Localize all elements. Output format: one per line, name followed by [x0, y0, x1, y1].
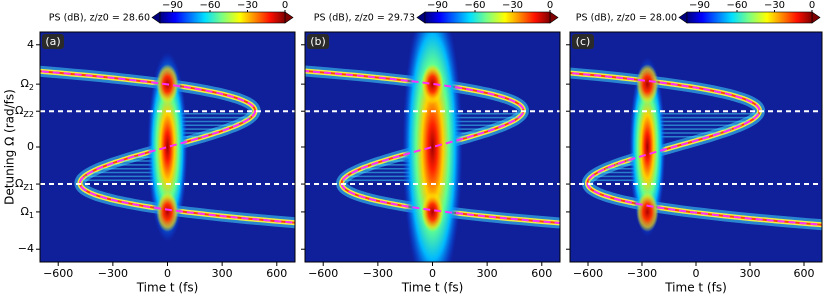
colorbar-tick-label: 0: [282, 0, 288, 11]
x-tick-label: −300: [363, 267, 393, 280]
x-tick-label: −300: [627, 267, 657, 280]
x-tick-label: 0: [693, 267, 700, 280]
colorbar: [686, 11, 813, 24]
colorbar-extend-high: [284, 11, 294, 24]
x-tick-label: 300: [477, 267, 498, 280]
colorbar-tick-label: −90: [427, 0, 448, 11]
colorbar-label: PS (dB), z/z0 = 29.73: [314, 13, 415, 24]
pulse: [147, 52, 188, 242]
colorbar-extend-low: [678, 11, 688, 24]
pulse: [629, 57, 666, 237]
colorbar-tick-label: −60: [464, 0, 485, 11]
pulse-peak: [156, 191, 179, 232]
colorbar-tick-label: 0: [809, 0, 815, 11]
x-tick-label: 300: [740, 267, 761, 280]
y-tick-label: Ω2: [21, 77, 35, 92]
pulse-peak: [636, 64, 659, 105]
colorbar-tick-label: −60: [726, 0, 747, 11]
y-tick-label: 4: [27, 38, 34, 51]
heatmap: [40, 32, 295, 262]
x-axis-label: Time t (fs): [401, 281, 464, 295]
panel-label: (a): [45, 35, 60, 48]
colorbar-extend-low: [416, 11, 426, 24]
y-tick-label: Ω1: [21, 205, 35, 220]
pulse: [402, 32, 463, 262]
panel-label: (c): [576, 35, 591, 48]
phase-matching-curve: [570, 71, 822, 226]
x-tick-label: 0: [429, 267, 436, 280]
colorbar-extend-low: [151, 11, 161, 24]
x-tick-label: 0: [164, 267, 171, 280]
pulse-peak: [636, 191, 659, 232]
colorbar-label: PS (dB), z/z0 = 28.60: [49, 13, 150, 24]
colorbar-tick-label: −60: [199, 0, 220, 11]
colorbar: [159, 11, 286, 24]
y-tick-label: ΩZ2: [15, 104, 34, 119]
x-tick-label: −600: [308, 267, 338, 280]
x-tick-label: 300: [212, 267, 233, 280]
x-axis-label: Time t (fs): [664, 281, 727, 295]
x-tick-label: −600: [43, 267, 73, 280]
panel-label-box: [42, 34, 64, 49]
x-tick-label: −300: [98, 267, 128, 280]
panel-label-box: [572, 34, 594, 49]
colorbar-tick-label: 0: [547, 0, 553, 11]
colorbar-tick-label: −30: [237, 0, 258, 11]
panel-label-box: [307, 34, 329, 49]
colorbar-extend-high: [549, 11, 559, 24]
x-tick-label: 600: [266, 267, 287, 280]
colorbar-tick-label: −90: [689, 0, 710, 11]
x-tick-label: 600: [794, 267, 815, 280]
pulse-peak: [421, 64, 444, 105]
y-tick-label: 0: [27, 140, 34, 153]
colorbar-tick-label: −30: [764, 0, 785, 11]
colorbar: [424, 11, 551, 24]
colorbar-tick-label: −30: [502, 0, 523, 11]
x-tick-label: 600: [531, 267, 552, 280]
heatmap-background: [570, 32, 822, 262]
y-axis-label: Detuning Ω (rad/fs): [3, 89, 17, 205]
colorbar-tick-label: −90: [162, 0, 183, 11]
pulse-peak: [421, 191, 444, 232]
colorbar-label: PS (dB), z/z0 = 28.00: [576, 13, 677, 24]
y-tick-label: ΩZ1: [15, 177, 34, 192]
x-tick-label: −600: [573, 267, 603, 280]
x-axis-label: Time t (fs): [136, 281, 199, 295]
heatmap: [570, 32, 822, 262]
colorbar-extend-high: [811, 11, 821, 24]
panel-label: (b): [310, 35, 326, 48]
y-tick-label: −4: [18, 242, 34, 255]
